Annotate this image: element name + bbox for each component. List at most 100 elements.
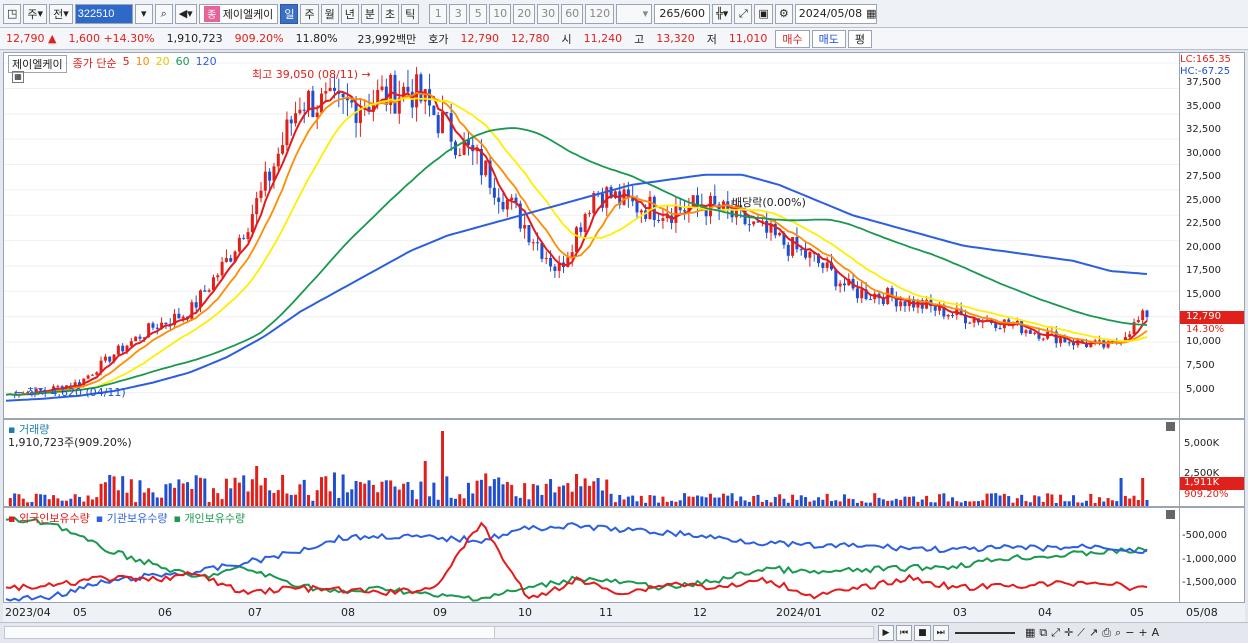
period-type-select[interactable]: 주 ▾ — [23, 3, 48, 24]
gear-icon[interactable]: ⚙ — [774, 3, 793, 24]
volume-bar — [877, 497, 881, 506]
line-icon[interactable]: ⟋ — [1077, 626, 1085, 639]
minute-option-120[interactable]: 120 — [585, 3, 615, 24]
chart-menu-icon[interactable]: ◳ — [3, 3, 22, 24]
cross-icon[interactable]: ✛ — [1064, 626, 1074, 639]
legend-individual: ▪ 개인보유수량 — [173, 512, 246, 525]
volume-bar — [631, 495, 635, 506]
candle-body — [207, 290, 211, 292]
candle-body — [734, 205, 738, 218]
buy-button[interactable]: 매수 — [775, 29, 810, 48]
candle-body — [259, 190, 263, 199]
volume-bar — [1067, 501, 1071, 506]
volume-bar — [1097, 497, 1101, 506]
price-panel[interactable]: 제이엘케이 종가 단순 5 10 20 60 120 ▦ 최고 39,050 (… — [3, 52, 1180, 419]
change-value: 1,600 — [68, 32, 100, 45]
speaker-icon[interactable]: ◀▾ — [174, 3, 197, 24]
candle-body — [112, 354, 116, 362]
count-max: /600 — [680, 7, 706, 20]
stock-tag[interactable]: 제이엘케이 — [8, 55, 67, 73]
volume-bar — [894, 498, 898, 506]
search-icon[interactable]: ⌕ — [154, 3, 173, 24]
candle-body — [307, 90, 311, 111]
minute-option-5[interactable]: 5 — [469, 3, 488, 24]
volume-bar — [345, 492, 349, 506]
interval-year[interactable]: 년 — [340, 3, 359, 24]
volume-bar — [1037, 496, 1041, 506]
volume-bar — [1080, 502, 1084, 506]
volume-bar — [350, 489, 354, 506]
volume-bar — [246, 491, 250, 506]
arrow-icon[interactable]: ↗ — [1089, 626, 1099, 639]
minute-option-30[interactable]: 30 — [537, 3, 560, 24]
save-icon[interactable]: ▣ — [754, 3, 773, 24]
volume-panel[interactable]: ▪ 거래량 1,910,723주(909.20%) — [3, 419, 1180, 507]
volume-bar — [791, 494, 795, 506]
sell-button[interactable]: 매도 — [811, 29, 846, 48]
table-icon[interactable]: ▦ — [12, 71, 24, 83]
minute-option-20[interactable]: 20 — [513, 3, 536, 24]
volume-bar — [229, 488, 233, 506]
interval-week[interactable]: 주 — [300, 3, 319, 24]
zoom-out-icon[interactable]: − — [1125, 626, 1135, 639]
play-button[interactable]: ▶ — [878, 625, 894, 641]
candle-body — [39, 388, 43, 391]
candle-body — [752, 221, 756, 225]
minute-custom-select[interactable]: ▾ — [616, 3, 653, 24]
holding-panel[interactable]: ▪ 외국인보유수량 ▪ 기관보유수량 ▪ 개인보유수량 — [3, 507, 1180, 603]
minute-option-3[interactable]: 3 — [449, 3, 468, 24]
eval-button[interactable]: 평 — [847, 29, 873, 48]
x-axis-label: 10 — [518, 606, 532, 619]
zoom-search-icon[interactable]: ⌕ — [1115, 626, 1122, 639]
market-select[interactable]: 전 ▾ — [49, 3, 73, 24]
minute-option-10[interactable]: 10 — [489, 3, 512, 24]
interval-month[interactable]: 월 — [320, 3, 339, 24]
scroll-track[interactable] — [4, 626, 874, 639]
code-dropdown-icon[interactable]: ▾ — [134, 3, 153, 24]
candle-body — [644, 210, 648, 219]
font-size-button[interactable]: A — [1151, 626, 1160, 639]
stock-name-box[interactable]: 종 제이엘케이 — [198, 3, 279, 24]
candle-body — [173, 313, 177, 325]
interval-tick[interactable]: 틱 — [401, 3, 420, 24]
x-axis-label: 09 — [433, 606, 447, 619]
calendar-icon[interactable]: ▦ — [866, 7, 877, 20]
candle-body — [216, 275, 220, 278]
interval-second[interactable]: 초 — [380, 3, 400, 24]
stock-code-input[interactable] — [74, 3, 133, 24]
x-axis-label: 07 — [248, 606, 262, 619]
interval-day[interactable]: 일 — [280, 3, 299, 24]
zoom-in-button[interactable]: + — [1138, 626, 1148, 639]
volume-panel-close-icon[interactable] — [1166, 422, 1175, 431]
volume-bar — [1041, 501, 1045, 506]
volume-bar — [358, 482, 362, 506]
candle-body — [160, 322, 164, 329]
candle-body — [631, 197, 635, 202]
grid-icon[interactable]: ▦ — [1025, 626, 1036, 639]
candle-body — [358, 109, 362, 123]
date-input[interactable]: 2024/05/08 ▦ — [794, 3, 877, 24]
count-box[interactable]: 265/600 — [654, 3, 711, 24]
volume-bar — [622, 499, 626, 506]
minute-option-1[interactable]: 1 — [429, 3, 448, 24]
print-icon[interactable]: ⎙ — [1102, 626, 1112, 639]
candle-body — [838, 283, 842, 287]
candle-type-icon[interactable]: ╬▾ — [712, 3, 733, 24]
minute-option-60[interactable]: 60 — [561, 3, 584, 24]
fit-icon[interactable]: ⤢ — [1051, 626, 1061, 639]
holding-panel-close-icon[interactable] — [1166, 510, 1175, 519]
volume-bar — [1028, 502, 1032, 506]
scroll-thumb[interactable] — [5, 627, 495, 638]
stop-button[interactable]: ■ — [914, 625, 931, 641]
interval-minute[interactable]: 분 — [360, 3, 379, 24]
draw-tool-icon[interactable]: ⤢ — [734, 3, 753, 24]
rewind-button[interactable]: ⏮ — [896, 625, 913, 641]
candle-body — [302, 109, 306, 111]
copy-icon[interactable]: ⧉ — [1039, 626, 1048, 639]
candle-body — [134, 336, 138, 342]
candle-body — [268, 171, 272, 181]
forward-button[interactable]: ⏭ — [932, 625, 949, 641]
legend-foreign: ▪ 외국인보유수량 — [8, 512, 90, 525]
candle-body — [229, 258, 233, 262]
zoom-slider[interactable] — [955, 632, 1015, 634]
